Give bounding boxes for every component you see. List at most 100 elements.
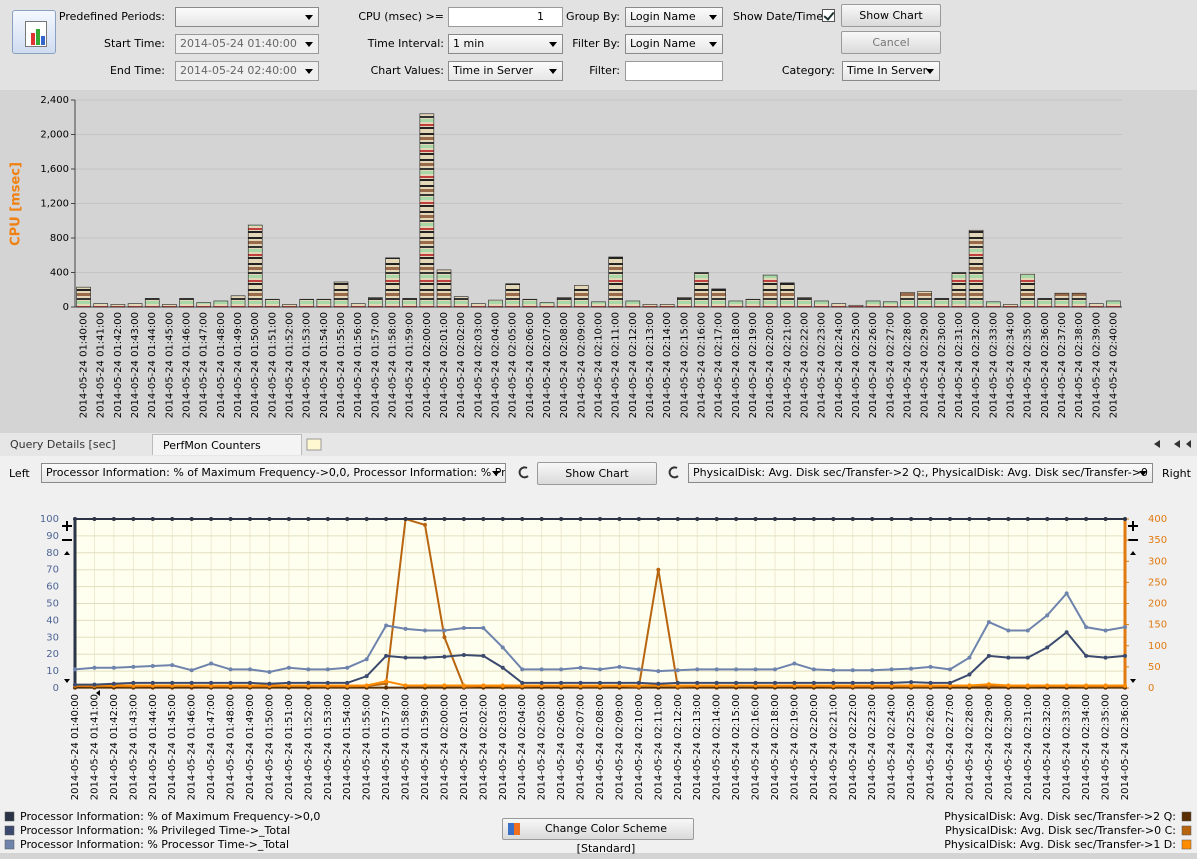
label: Right xyxy=(1162,467,1191,480)
series-point xyxy=(520,680,525,685)
series-point xyxy=(986,517,991,521)
chart-values[interactable]: Time in Server xyxy=(448,61,563,81)
bar xyxy=(247,224,263,308)
series-point xyxy=(831,517,836,521)
category[interactable]: Time In Server xyxy=(842,61,940,81)
x-tick-label: 2014-05-24 02:21:00 xyxy=(782,312,793,418)
group-by[interactable]: Login Name xyxy=(625,7,723,27)
series-point xyxy=(73,517,77,521)
bar xyxy=(1054,292,1070,308)
x-tick-label: 2014-05-24 02:17:00 xyxy=(714,312,725,418)
bar xyxy=(1106,300,1121,308)
series-point xyxy=(617,680,622,685)
y-tick-label: 0 xyxy=(63,302,69,313)
series-point xyxy=(598,517,602,521)
left-counters[interactable]: Processor Information: % of Maximum Freq… xyxy=(41,463,506,483)
show-chart-button[interactable]: Show Chart xyxy=(841,4,941,27)
tab-active[interactable]: PerfMon Counters xyxy=(152,434,302,455)
bar xyxy=(196,302,212,308)
scheme-icon xyxy=(514,823,520,835)
series-point xyxy=(500,665,505,670)
right-counters[interactable]: PhysicalDisk: Avg. Disk sec/Transfer->2 … xyxy=(688,463,1153,483)
end-time[interactable]: 2014-05-24 02:40:00 xyxy=(175,61,319,81)
series-point xyxy=(675,680,680,685)
bar xyxy=(144,298,160,308)
bar xyxy=(831,303,847,308)
series-point xyxy=(461,683,466,688)
cancel-button[interactable]: Cancel xyxy=(841,31,941,54)
series-point xyxy=(636,667,641,672)
x-tick-label: 2014-05-24 02:36:00 xyxy=(1120,694,1131,800)
predefined-periods[interactable] xyxy=(175,7,319,27)
x-tick-label: 2014-05-24 02:29:00 xyxy=(920,312,931,418)
series-point xyxy=(267,681,272,686)
series-point xyxy=(539,667,544,672)
bar xyxy=(951,272,967,308)
series-point xyxy=(656,669,661,674)
series-point xyxy=(520,517,525,521)
series-point xyxy=(1084,653,1089,658)
series-point xyxy=(1123,683,1127,688)
series-point xyxy=(714,517,719,521)
series-point xyxy=(364,517,369,521)
x-tick-label: 2014-05-24 02:23:00 xyxy=(817,312,828,418)
series-point xyxy=(111,517,116,521)
x-tick-label: 2014-05-24 02:09:00 xyxy=(614,694,625,800)
label: Left xyxy=(9,467,30,480)
legend-swatch xyxy=(1181,839,1192,850)
series-point xyxy=(423,522,427,527)
refresh-icons[interactable] xyxy=(518,466,679,479)
show-date-time-checkbox[interactable] xyxy=(822,9,835,22)
scroll-arrows[interactable] xyxy=(64,551,1136,696)
series-point xyxy=(131,680,136,685)
series-point xyxy=(948,517,952,521)
start-time[interactable]: 2014-05-24 01:40:00 xyxy=(175,34,319,54)
time-interval[interactable]: 1 min xyxy=(448,34,563,54)
show-chart-button[interactable]: Show Chart xyxy=(537,462,657,485)
series-point xyxy=(850,517,855,521)
new-tab-icon[interactable] xyxy=(306,438,322,451)
bar xyxy=(299,298,315,308)
y-tick-label: 80 xyxy=(46,548,59,559)
bar xyxy=(745,298,761,308)
series-point xyxy=(948,680,952,685)
series-point xyxy=(1006,683,1011,688)
series-point xyxy=(423,517,427,521)
x-tick-label: 2014-05-24 02:16:00 xyxy=(751,694,762,800)
x-tick-label: 2014-05-24 02:40:00 xyxy=(1108,312,1119,418)
x-tick-label: 2014-05-24 01:40:00 xyxy=(79,312,90,418)
cpu-threshold[interactable]: 1 xyxy=(448,7,563,27)
filter[interactable] xyxy=(625,61,723,81)
y-tick-label: 0 xyxy=(53,683,59,694)
x-tick-label: 2014-05-24 02:24:00 xyxy=(887,694,898,800)
series-point xyxy=(286,517,291,521)
series-point xyxy=(1025,655,1030,660)
x-tick-label: 2014-05-24 01:50:00 xyxy=(250,312,261,418)
series-point xyxy=(150,517,155,521)
bar xyxy=(848,304,864,308)
x-tick-label: 2014-05-24 02:30:00 xyxy=(937,312,948,418)
bar xyxy=(934,298,950,308)
x-tick-label: 2014-05-24 01:51:00 xyxy=(284,694,295,800)
series-point xyxy=(1103,655,1108,660)
tab[interactable]: Query Details [sec] xyxy=(10,438,116,451)
series-point xyxy=(520,667,525,672)
x-tick-label: 2014-05-24 02:07:00 xyxy=(576,694,587,800)
series-point xyxy=(753,667,758,672)
bar xyxy=(814,300,829,308)
series-point xyxy=(306,517,311,521)
filter-by[interactable]: Login Name xyxy=(625,34,723,54)
color-scheme-button[interactable]: Change Color Scheme [Standard] xyxy=(502,818,694,855)
x-tick-label: 2014-05-24 02:25:00 xyxy=(851,312,862,418)
x-tick-label: 2014-05-24 01:49:00 xyxy=(245,694,256,800)
series-point xyxy=(986,653,991,658)
series-point xyxy=(1025,628,1030,633)
app-icon[interactable] xyxy=(12,10,56,54)
x-tick-label: 2014-05-24 01:42:00 xyxy=(113,312,124,418)
series-point xyxy=(559,667,564,672)
x-tick-label: 2014-05-24 02:34:00 xyxy=(1081,694,1092,800)
tab-nav[interactable] xyxy=(1154,440,1191,448)
y-tick-label: 100 xyxy=(40,514,59,525)
x-tick-label: 2014-05-24 02:10:00 xyxy=(634,694,645,800)
zoom-controls[interactable] xyxy=(62,521,1138,541)
